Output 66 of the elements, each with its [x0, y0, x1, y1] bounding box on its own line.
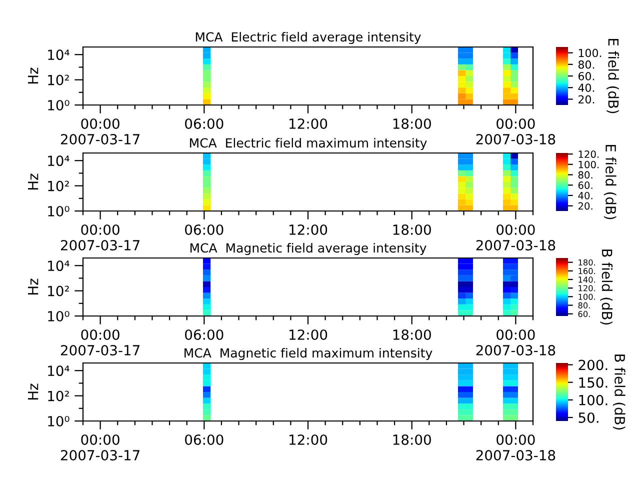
y-tick-label: 10² [48, 390, 69, 402]
color-bar-label: 50. [578, 412, 598, 423]
color-bar-label: 80. [578, 171, 592, 179]
chart-title: MCA Magnetic field maximum intensity [184, 348, 432, 360]
color-bar-label: 100. [578, 294, 596, 300]
color-bar-label: 80. [578, 302, 590, 308]
x-tick-label: 00:00 2007-03-17 [60, 118, 140, 144]
y-tick-label: 10⁴ [48, 156, 70, 166]
color-bar-title: B field (dB) [612, 354, 626, 430]
x-tick-label: 12:00 [290, 329, 328, 340]
x-tick-label: 00:00 2007-03-18 [476, 329, 556, 356]
y-axis-title: Hz [28, 384, 38, 400]
y-tick-label: 10⁴ [48, 260, 70, 272]
x-tick-label: 12:00 [290, 118, 328, 129]
chart-title: MCA Magnetic field average intensity [190, 242, 426, 256]
color-bar-label: 160. [578, 268, 596, 274]
chart-title: MCA Electric field maximum intensity [190, 138, 427, 150]
x-tick-label: 18:00 [393, 224, 431, 235]
x-tick-label: 18:00 [393, 329, 431, 340]
color-bar-label: 40. [578, 84, 594, 92]
y-tick-label: 10⁰ [48, 416, 70, 426]
x-tick-label: 00:00 2007-03-17 [60, 329, 140, 356]
y-axis-title: Hz [28, 174, 38, 190]
x-tick-label: 00:00 2007-03-18 [476, 224, 556, 250]
x-tick-label: 06:00 [185, 118, 224, 129]
color-bar-label: 200. [578, 360, 608, 370]
color-bar-label: 40. [578, 192, 592, 200]
x-tick-label: 18:00 [393, 434, 431, 445]
y-tick-label: 10⁴ [48, 366, 70, 376]
x-tick-label: 00:00 2007-03-17 [60, 224, 140, 250]
y-tick-label: 10⁰ [48, 100, 70, 110]
color-bar-title: E field (dB) [606, 38, 619, 114]
color-bar-label: 20. [578, 95, 594, 104]
color-bar-label: 20. [578, 202, 592, 210]
x-tick-label: 06:00 [185, 434, 224, 445]
y-axis-title: Hz [28, 278, 38, 295]
color-bar-label: 60. [578, 72, 594, 80]
color-bar-label: 180. [578, 259, 596, 266]
x-tick-label: 06:00 [185, 224, 224, 235]
x-tick-label: 00:00 2007-03-18 [476, 118, 556, 144]
x-tick-label: 00:00 2007-03-18 [476, 434, 556, 460]
chart-title: MCA Electric field average intensity [196, 32, 421, 44]
color-bar-title: B field (dB) [600, 250, 613, 325]
y-axis-title: Hz [28, 68, 38, 84]
x-tick-label: 12:00 [290, 224, 328, 235]
color-bar-title: E field (dB) [604, 144, 616, 220]
color-bar-label: 120. [578, 285, 596, 292]
y-tick-label: 10⁰ [48, 206, 70, 216]
x-tick-label: 00:00 2007-03-17 [60, 434, 140, 460]
color-bar-label: 80. [578, 60, 594, 69]
color-bar-label: 140. [578, 276, 596, 283]
y-tick-label: 10⁰ [48, 310, 70, 322]
x-tick-label: 12:00 [290, 434, 328, 445]
y-tick-label: 10⁴ [48, 50, 70, 60]
color-bar-label: 60. [578, 182, 592, 189]
color-bar-label: 60. [578, 310, 590, 318]
y-tick-label: 10² [48, 180, 69, 192]
y-tick-label: 10² [48, 286, 69, 296]
color-bar-label: 100. [578, 160, 599, 168]
color-bar-label: 150. [579, 377, 608, 388]
x-tick-label: 06:00 [185, 329, 224, 340]
color-bar-label: 120. [578, 150, 599, 158]
color-bar-label: 100. [578, 48, 602, 58]
y-tick-label: 10² [48, 74, 69, 86]
x-tick-label: 18:00 [393, 118, 431, 129]
color-bar-label: 100. [579, 394, 608, 406]
